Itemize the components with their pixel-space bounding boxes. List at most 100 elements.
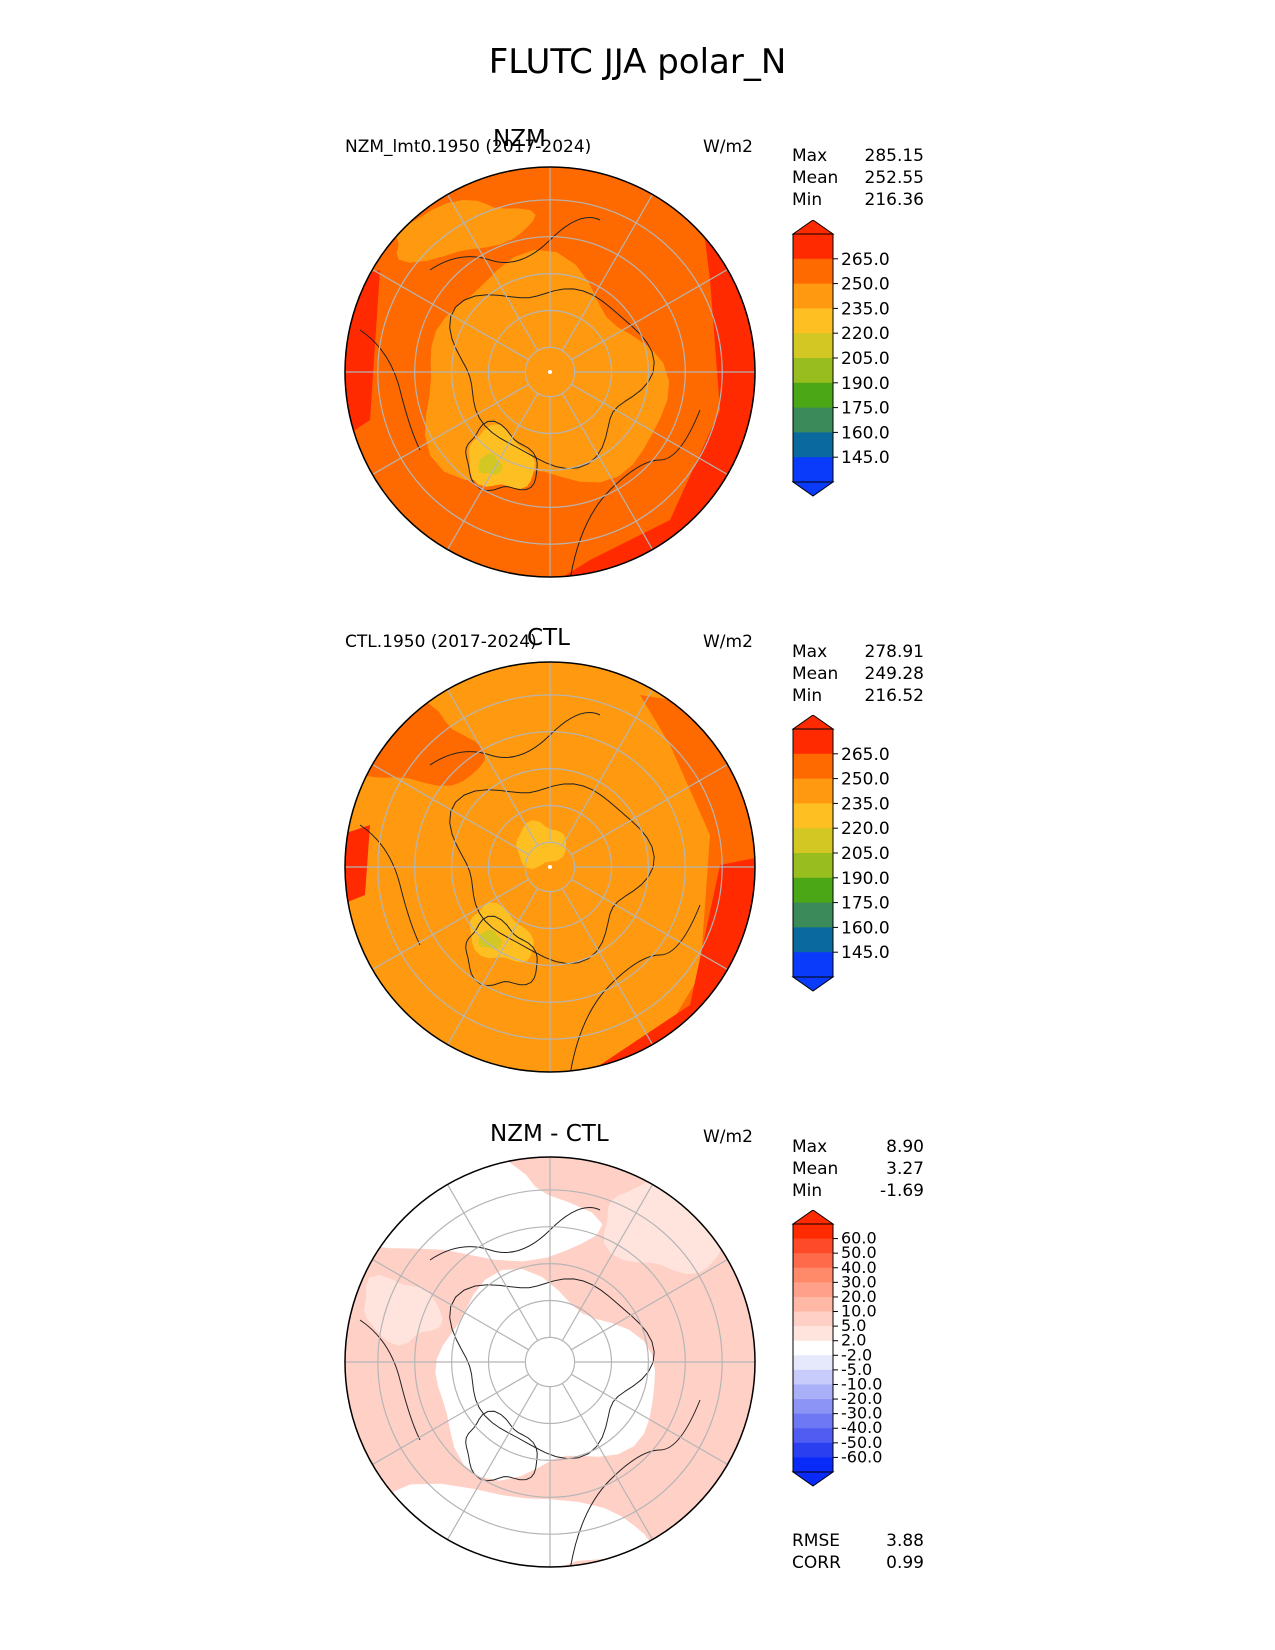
colorbar-tick-label: 2.0 (841, 1331, 866, 1350)
units-label: W/m2 (703, 137, 753, 157)
meridian-line (372, 268, 529, 361)
stat-value: 3.27 (886, 1159, 924, 1179)
meridian-line (446, 393, 539, 550)
polar-map (344, 1156, 756, 1568)
colorbar-segment (793, 258, 833, 285)
colorbar-extend-top (791, 715, 835, 730)
stat-value: 249.28 (864, 664, 924, 684)
map-field (345, 662, 755, 1072)
stat-label: Max (792, 642, 828, 662)
colorbar-tick-label: -30.0 (841, 1404, 882, 1423)
polar-map (344, 661, 756, 1073)
stat-value: -1.69 (880, 1181, 924, 1201)
colorbar: 60.050.040.030.020.010.05.02.0-2.0-5.0-1… (791, 1210, 882, 1487)
colorbar-segment (793, 1355, 833, 1371)
colorbar-segment (793, 382, 833, 409)
colorbar-tick-label: 160.0 (841, 918, 890, 938)
colorbar-tick-label: 40.0 (841, 1258, 877, 1277)
coastline-path (465, 915, 538, 987)
meridian-line (561, 393, 654, 550)
colorbar-frame (792, 1223, 834, 1473)
colorbar-tick-label: -5.0 (841, 1360, 872, 1379)
colorbar-segment (793, 729, 833, 755)
colorbar-segment (793, 952, 833, 978)
map-boundary (344, 1156, 756, 1568)
field-band (345, 825, 370, 905)
colorbar-extend-top (791, 1210, 835, 1225)
coastline-path (569, 904, 701, 1072)
graticule (345, 167, 755, 577)
colorbar-tick-label: 205.0 (841, 349, 890, 369)
case-label: NZM_lmt0.1950 (2017-2024) (345, 137, 592, 157)
colorbar-segment (793, 407, 833, 433)
colorbar-segment (793, 778, 833, 804)
meridian-line (561, 1184, 654, 1341)
colorbar-extend-top (791, 220, 835, 235)
colorbar-segment (793, 877, 833, 904)
coastline-path (429, 1207, 601, 1261)
colorbar-segment (793, 1442, 833, 1458)
colorbar-tick-label: -40.0 (841, 1418, 882, 1437)
stats-block: Max 285.15 Mean 252.55 Min 216.36 (792, 145, 924, 211)
meridian-line (571, 1258, 728, 1351)
colorbar-segment (793, 853, 833, 879)
stat-value: 252.55 (864, 168, 924, 188)
colorbar-segment (793, 1224, 833, 1240)
stat-value: 0.99 (886, 1553, 924, 1573)
units-label: W/m2 (703, 1127, 753, 1147)
stat-label: Max (792, 1137, 828, 1157)
coastline (359, 1207, 701, 1567)
field-region (435, 1269, 656, 1481)
coastline-path (429, 217, 601, 271)
map-field (345, 167, 755, 577)
colorbar-tick-label: 160.0 (841, 423, 890, 443)
colorbar-segment (793, 234, 833, 260)
pole-marker (548, 370, 552, 374)
coastline-path (359, 824, 421, 946)
coastline-path (429, 712, 601, 766)
coastline-path (465, 1410, 538, 1482)
colorbar-extend-bottom (791, 481, 835, 497)
meridian-line (372, 1258, 529, 1351)
units-label: W/m2 (703, 632, 753, 652)
colorbar-segment (793, 1253, 833, 1269)
colorbar-segment (793, 828, 833, 854)
colorbar-tick-label: 265.0 (841, 745, 890, 765)
coastline-path (465, 420, 538, 492)
meridian-line (561, 888, 654, 1045)
panel-title: CTL (527, 625, 570, 651)
meridian-line (571, 268, 728, 361)
colorbar-segment (793, 457, 833, 483)
meridian-line (446, 888, 539, 1045)
meridian-line (372, 1373, 529, 1466)
pole-marker (548, 1360, 552, 1364)
colorbar-tick-label: 145.0 (841, 943, 890, 963)
stat-value: 278.91 (864, 642, 924, 662)
meridian-line (446, 689, 539, 846)
coastline-path (359, 329, 421, 451)
coastline-path (359, 1319, 421, 1441)
colorbar-segment (793, 927, 833, 953)
stat-label: Max (792, 146, 828, 166)
colorbar-tick-label: 220.0 (841, 324, 890, 344)
stat-label: Min (792, 1181, 823, 1201)
field-band (590, 855, 755, 1072)
colorbar-tick-label: 10.0 (841, 1302, 877, 1321)
colorbar-tick-label: 265.0 (841, 250, 890, 270)
colorbar-tick-label: 250.0 (841, 275, 890, 295)
colorbar-segment (793, 1340, 833, 1356)
meridian-line (372, 383, 529, 476)
colorbar-segment (793, 333, 833, 359)
latitude-circle (524, 1336, 576, 1388)
colorbar-segment (793, 358, 833, 384)
stat-value: 3.88 (886, 1531, 924, 1551)
colorbar-segment (793, 1296, 833, 1313)
colorbar-segment (793, 432, 833, 458)
colorbar-segment (793, 1267, 833, 1283)
stat-value: 216.52 (864, 686, 924, 706)
colorbar-segment (793, 1413, 833, 1429)
colorbar-tick-label: 145.0 (841, 448, 890, 468)
latitude-circle (524, 841, 576, 893)
colorbar-segment (793, 803, 833, 829)
meridian-line (561, 1383, 654, 1540)
